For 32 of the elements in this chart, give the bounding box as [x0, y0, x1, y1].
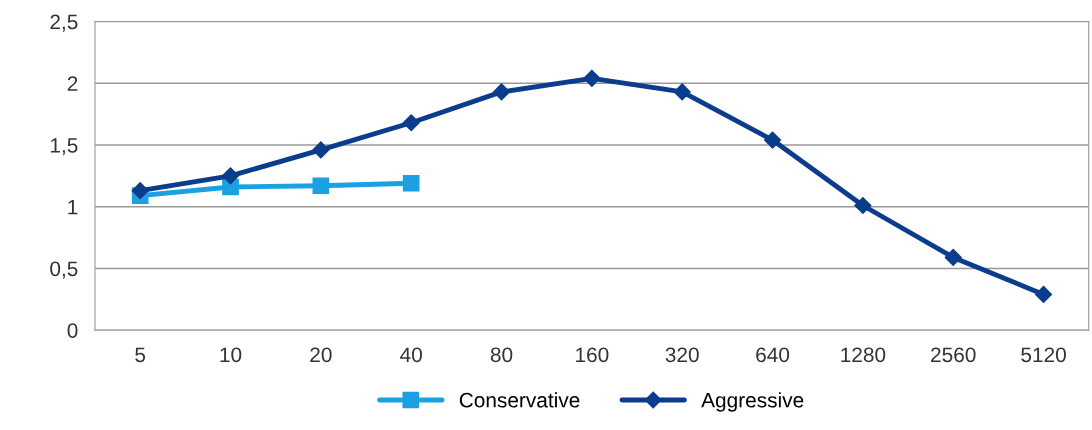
point — [312, 141, 330, 159]
legend-label: Conservative — [459, 392, 580, 408]
point — [221, 167, 240, 185]
x-tick-label: 1280 — [841, 347, 886, 363]
point — [402, 114, 420, 132]
point — [673, 83, 691, 101]
x-tick-label: 40 — [400, 347, 422, 363]
x-tick-label: 320 — [665, 347, 699, 363]
point — [131, 182, 149, 200]
point — [1035, 285, 1053, 303]
point — [402, 174, 420, 192]
y-tick-label: 2,5 — [50, 14, 78, 32]
x-tick-label: 2560 — [931, 347, 976, 363]
point — [763, 131, 782, 149]
x-tick-label: 5120 — [1021, 347, 1066, 363]
point — [944, 248, 962, 266]
y-tick-label: 2 — [67, 76, 78, 91]
point — [312, 177, 330, 195]
point — [854, 196, 872, 215]
point — [583, 69, 601, 87]
x-tick-label: 160 — [576, 347, 609, 363]
y-tick-label: 1 — [68, 199, 78, 215]
point — [492, 83, 511, 101]
x-tick-label: 80 — [490, 347, 513, 363]
x-tick-label: 10 — [220, 347, 242, 363]
y-tick-label: 0,5 — [50, 261, 78, 279]
x-tick-label: 5 — [135, 347, 146, 363]
y-tick-label: 0 — [67, 323, 78, 338]
x-tick-label: 640 — [756, 347, 790, 363]
legend-label: Aggressive — [701, 392, 804, 412]
x-tick-label: 20 — [310, 347, 332, 363]
y-tick-label: 1,5 — [50, 138, 78, 156]
